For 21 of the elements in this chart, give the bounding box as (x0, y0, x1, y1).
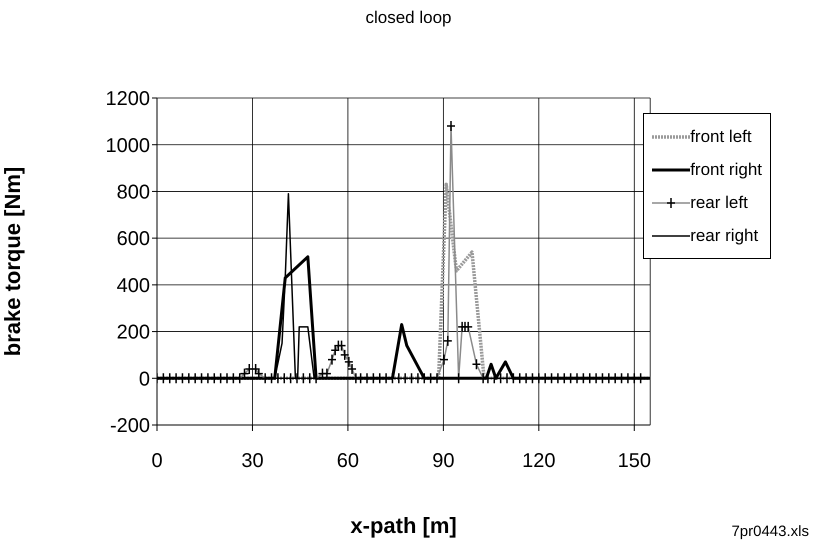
x-tick-label: 60 (336, 450, 360, 472)
x-tick-label: 150 (618, 450, 651, 472)
y-axis-title: brake torque [Nm] (0, 166, 25, 356)
legend-label: rear left (690, 192, 748, 214)
y-tick-label: 600 (116, 228, 150, 250)
text: 7pr0443.xls (731, 523, 809, 540)
legend-label: rear right (690, 224, 758, 246)
y-tick-label: -200 (110, 415, 150, 438)
y-tick-label: 1000 (106, 134, 150, 157)
y-tick-label: 0 (138, 368, 150, 390)
y-tick-label: 800 (116, 182, 150, 204)
y-tick-label: 400 (116, 274, 150, 297)
x-tick-label: 30 (241, 450, 264, 472)
x-tick-label: 90 (432, 450, 454, 472)
y-tick-label: 1200 (106, 88, 150, 110)
x-axis-title: x-path [m] (350, 513, 457, 538)
chart-title: closed loop (364, 8, 452, 28)
y-tick-label: 200 (116, 322, 150, 344)
legend-label: front left (690, 126, 752, 148)
x-tick-label: 120 (522, 450, 556, 472)
legend-label: front right (690, 158, 762, 180)
